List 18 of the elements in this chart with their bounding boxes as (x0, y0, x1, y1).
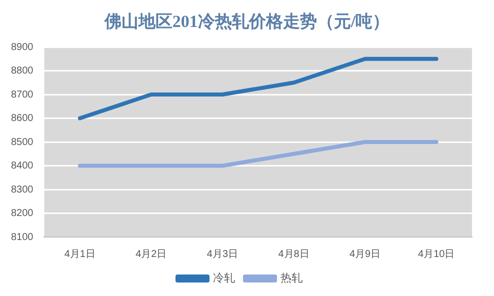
x-tick-label: 4月8日 (278, 248, 310, 260)
chart-title: 佛山地区201冷热轧价格走势（元/吨） (103, 11, 391, 33)
legend-label: 冷轧 (213, 272, 235, 285)
legend-label: 热轧 (280, 272, 302, 285)
y-tick-label: 8100 (10, 232, 34, 243)
y-tick-label: 8700 (10, 89, 34, 100)
y-tick-label: 8200 (10, 208, 34, 219)
x-tick-label: 4月2日 (136, 248, 167, 260)
x-tick-label: 4月1日 (64, 248, 96, 260)
y-tick-label: 8800 (10, 66, 34, 76)
y-tick-label: 8400 (10, 160, 34, 172)
y-tick-label: 8300 (10, 184, 34, 196)
x-tick-label: 4月9日 (350, 248, 381, 260)
y-tick-label: 8600 (10, 113, 34, 124)
y-tick-label: 8900 (10, 42, 34, 53)
x-tick-label: 4月10日 (418, 248, 455, 260)
x-tick-label: 4月3日 (206, 248, 238, 260)
y-tick-label: 8500 (10, 136, 34, 148)
